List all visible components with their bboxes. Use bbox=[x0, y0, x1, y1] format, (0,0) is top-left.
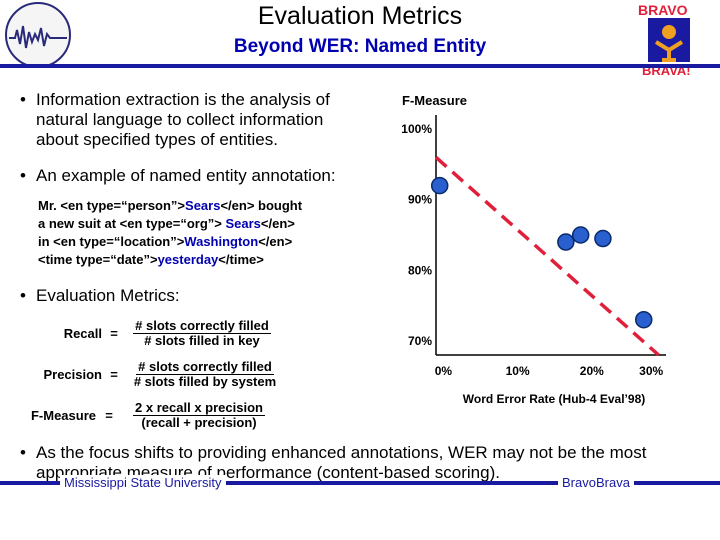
bullet-3-text: Evaluation Metrics: bbox=[36, 286, 180, 305]
logo-top-text: BRAVO bbox=[638, 2, 688, 18]
recall-fraction: # slots correctly filled # slots filled … bbox=[122, 318, 282, 348]
annotation-line-1: Mr. <en type=“person”>Sears</en> bought bbox=[38, 198, 303, 213]
precision-denominator: # slots filled by system bbox=[133, 374, 277, 389]
bravo-brava-logo: BRAVO BRAVA! bbox=[634, 2, 704, 82]
recall-label: Recall bbox=[63, 326, 102, 341]
bullet-2-text: An example of named entity annotation: bbox=[36, 166, 336, 185]
chart-ylabel: F-Measure bbox=[402, 93, 467, 108]
precision-label: Precision bbox=[43, 367, 102, 382]
x-tick-labels: 0% 10% 20% 30% bbox=[435, 364, 664, 378]
data-points bbox=[430, 176, 653, 329]
fmeasure-fraction: 2 x recall x precision (recall + precisi… bbox=[124, 400, 274, 430]
annotation-line-3: in <en type=“location”>Washington</en> bbox=[38, 234, 293, 249]
fmeasure-equals: = bbox=[105, 408, 113, 423]
precision-numerator: # slots correctly filled bbox=[136, 359, 274, 375]
bullet-dot: • bbox=[20, 286, 26, 305]
y-tick-label: 100% bbox=[401, 122, 432, 136]
x-tick-label: 0% bbox=[435, 364, 453, 378]
recall-numerator: # slots correctly filled bbox=[133, 318, 271, 334]
fmeasure-vs-wer-chart: F-Measure 70% 80% 90% 100% 0% 10% 20% 30% Word… bbox=[401, 93, 666, 406]
y-tick-label: 80% bbox=[408, 263, 432, 277]
fmeasure-numerator: 2 x recall x precision bbox=[133, 400, 265, 416]
bullet-dot: • bbox=[20, 166, 26, 185]
bullet-1: • Information extraction is the analysis… bbox=[20, 90, 366, 150]
annotation-line-2: a new suit at <en type=“org”> Sears</en> bbox=[38, 216, 295, 231]
y-tick-label: 90% bbox=[408, 193, 432, 207]
bullet-dot: • bbox=[20, 443, 26, 462]
recall-denominator: # slots filled in key bbox=[144, 333, 260, 348]
bullet-dot: • bbox=[20, 90, 26, 109]
data-point bbox=[571, 226, 590, 244]
data-point bbox=[634, 310, 653, 329]
fmeasure-denominator: (recall + precision) bbox=[141, 415, 257, 430]
x-tick-label: 10% bbox=[506, 364, 530, 378]
precision-equals: = bbox=[110, 367, 118, 382]
trend-line bbox=[434, 156, 660, 357]
title-divider bbox=[0, 64, 720, 68]
y-tick-label: 70% bbox=[408, 334, 432, 348]
x-tick-label: 20% bbox=[580, 364, 604, 378]
slide-subtitle: Beyond WER: Named Entity bbox=[233, 36, 487, 57]
data-point bbox=[557, 233, 575, 251]
bullet-2: • An example of named entity annotation: bbox=[20, 166, 376, 186]
bullet-1-text: Information extraction is the analysis o… bbox=[36, 90, 330, 149]
chart-xlabel: Word Error Rate (Hub-4 Eval’98) bbox=[463, 392, 645, 406]
institute-logo bbox=[5, 2, 71, 68]
data-point bbox=[594, 229, 612, 248]
slide-title: Evaluation Metrics bbox=[257, 2, 463, 30]
footer-brand: BravoBrava bbox=[558, 475, 634, 490]
fmeasure-label: F-Measure bbox=[30, 408, 96, 423]
footer-divider bbox=[0, 481, 720, 485]
annotation-line-4: <time type=“date”>yesterday</time> bbox=[38, 252, 264, 267]
bullet-3: • Evaluation Metrics: bbox=[20, 286, 336, 306]
y-tick-labels: 70% 80% 90% 100% bbox=[401, 122, 432, 348]
precision-fraction: # slots correctly filled # slots filled … bbox=[122, 359, 288, 389]
x-tick-label: 30% bbox=[639, 364, 663, 378]
annotation-example: Mr. <en type=“person”>Sears</en> bought … bbox=[38, 197, 378, 269]
data-point bbox=[430, 176, 449, 195]
footer-university: Mississippi State University bbox=[60, 475, 226, 490]
recall-equals: = bbox=[110, 326, 118, 341]
